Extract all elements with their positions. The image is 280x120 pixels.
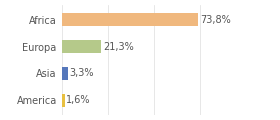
Bar: [62, 40, 101, 53]
Text: 21,3%: 21,3%: [103, 42, 134, 51]
Text: 1,6%: 1,6%: [66, 95, 91, 105]
Text: 73,8%: 73,8%: [200, 15, 231, 25]
Bar: [62, 67, 68, 80]
Bar: [62, 94, 65, 107]
Text: 3,3%: 3,3%: [69, 69, 94, 78]
Bar: [62, 13, 198, 26]
